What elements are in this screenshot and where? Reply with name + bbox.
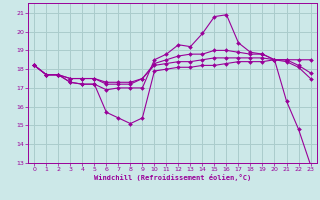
X-axis label: Windchill (Refroidissement éolien,°C): Windchill (Refroidissement éolien,°C) [94,174,251,181]
